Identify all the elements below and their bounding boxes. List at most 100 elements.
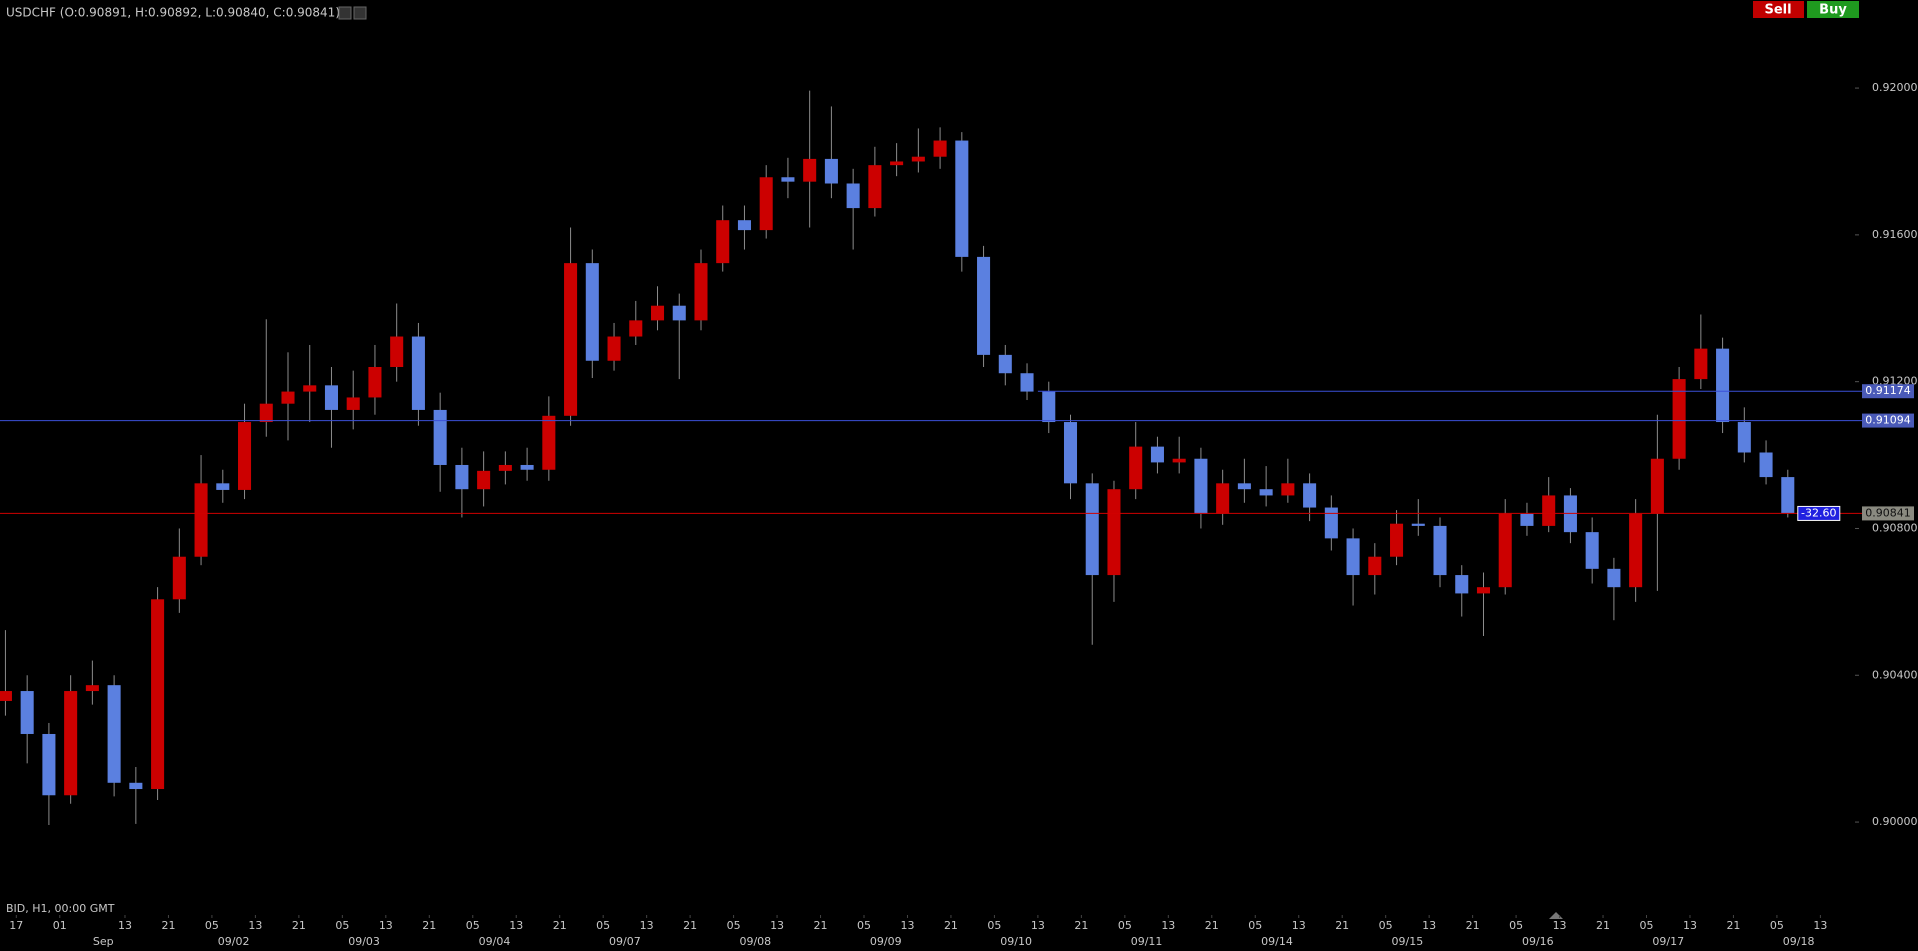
x-tick-label: 13 bbox=[900, 919, 914, 932]
candle-body bbox=[0, 691, 12, 701]
x-day-label: 09/09 bbox=[870, 935, 902, 948]
y-tick-label: 0.90000 bbox=[1872, 815, 1918, 828]
x-day-label: 09/10 bbox=[1000, 935, 1032, 948]
level-label: 0.90841 bbox=[1865, 506, 1911, 519]
candle-body bbox=[1172, 458, 1186, 463]
x-tick-label: 05 bbox=[466, 919, 480, 932]
candle-body bbox=[542, 415, 556, 470]
x-tick-label: 13 bbox=[1292, 919, 1306, 932]
x-day-label: 09/16 bbox=[1522, 935, 1554, 948]
candle-body bbox=[216, 483, 230, 490]
candle-body bbox=[1194, 458, 1208, 514]
x-tick-label: 21 bbox=[1596, 919, 1610, 932]
x-tick-label: 13 bbox=[1683, 919, 1697, 932]
x-tick-label: 13 bbox=[509, 919, 523, 932]
candle-body bbox=[259, 403, 273, 423]
x-tick-label: 21 bbox=[1466, 919, 1480, 932]
candle-body bbox=[1585, 532, 1599, 569]
candle-body bbox=[629, 320, 643, 337]
candle-body bbox=[1520, 513, 1534, 526]
candle-body bbox=[1259, 489, 1273, 496]
candle-body bbox=[64, 691, 78, 796]
candle-body bbox=[390, 336, 404, 367]
buy-button[interactable] bbox=[1807, 1, 1859, 18]
x-tick-label: 21 bbox=[422, 919, 436, 932]
sell-label[interactable]: Sell bbox=[1764, 3, 1791, 18]
candle-body bbox=[933, 140, 947, 157]
x-tick-label: 21 bbox=[1335, 919, 1349, 932]
x-tick-label: 13 bbox=[640, 919, 654, 932]
x-day-label: Sep bbox=[93, 935, 114, 948]
x-tick-label: 05 bbox=[1248, 919, 1262, 932]
x-tick-label: 21 bbox=[161, 919, 175, 932]
candle-body bbox=[1063, 422, 1078, 484]
candle-body bbox=[1346, 538, 1360, 576]
candle-body bbox=[694, 263, 708, 321]
close-icon[interactable] bbox=[353, 6, 367, 20]
candle-body bbox=[1759, 452, 1773, 478]
x-tick-label: 21 bbox=[292, 919, 306, 932]
candle-body bbox=[42, 733, 56, 796]
candle-body bbox=[455, 464, 469, 490]
candle-body bbox=[1368, 556, 1382, 576]
x-day-label: 09/17 bbox=[1652, 935, 1684, 948]
x-tick-label: 05 bbox=[335, 919, 349, 932]
candle-body bbox=[85, 685, 99, 692]
candle-body bbox=[1237, 483, 1251, 490]
x-tick-label: 13 bbox=[770, 919, 784, 932]
candle-body bbox=[977, 256, 991, 355]
x-tick-label: 01 bbox=[53, 919, 67, 932]
candle-body bbox=[1694, 348, 1708, 380]
x-day-label: 09/08 bbox=[739, 935, 771, 948]
candle-body bbox=[607, 336, 621, 361]
y-tick-label: 0.90800 bbox=[1872, 521, 1918, 534]
x-day-label: 09/14 bbox=[1261, 935, 1293, 948]
candle-body bbox=[803, 158, 817, 182]
x-tick-label: 21 bbox=[683, 919, 697, 932]
candle-body bbox=[824, 158, 838, 184]
candle-body bbox=[846, 183, 860, 209]
x-tick-label: 05 bbox=[1640, 919, 1654, 932]
candle-body bbox=[1716, 348, 1730, 423]
candle-body bbox=[716, 220, 730, 264]
candle-body bbox=[368, 366, 382, 398]
candle-body bbox=[1281, 483, 1295, 496]
candle-body bbox=[564, 263, 578, 416]
candle-body bbox=[1085, 483, 1099, 576]
x-tick-label: 05 bbox=[1118, 919, 1132, 932]
level-tag bbox=[1862, 506, 1914, 521]
sell-button[interactable] bbox=[1753, 1, 1804, 18]
candle-body bbox=[1607, 568, 1621, 588]
candle-body bbox=[107, 685, 121, 783]
x-day-label: 09/18 bbox=[1783, 935, 1815, 948]
candle-body bbox=[151, 599, 165, 790]
candle-body bbox=[1455, 575, 1469, 594]
x-tick-label: 05 bbox=[1379, 919, 1393, 932]
level-label: 0.91174 bbox=[1865, 384, 1911, 397]
x-tick-label: 13 bbox=[248, 919, 262, 932]
candle-body bbox=[303, 385, 317, 392]
candle-body bbox=[1390, 523, 1404, 557]
x-tick-label: 13 bbox=[118, 919, 132, 932]
change-tag bbox=[1797, 505, 1841, 521]
x-day-label: 09/11 bbox=[1131, 935, 1163, 948]
candle-body bbox=[911, 156, 925, 162]
candle-body bbox=[759, 177, 773, 231]
x-tick-label: 13 bbox=[1422, 919, 1436, 932]
y-tick-label: 0.92000 bbox=[1872, 81, 1918, 94]
candle-body bbox=[650, 305, 665, 321]
candle-body bbox=[868, 165, 882, 209]
buy-label[interactable]: Buy bbox=[1819, 3, 1847, 18]
candle-body bbox=[1216, 483, 1230, 514]
candle-body bbox=[1781, 477, 1795, 514]
settings-icon[interactable] bbox=[338, 6, 352, 20]
x-tick-label: 05 bbox=[596, 919, 610, 932]
x-day-label: 09/02 bbox=[218, 935, 250, 948]
x-tick-label: 21 bbox=[1074, 919, 1088, 932]
candle-body bbox=[1737, 422, 1751, 453]
candle-body bbox=[411, 336, 425, 410]
candle-body bbox=[129, 782, 143, 790]
candle-body bbox=[1672, 379, 1686, 459]
